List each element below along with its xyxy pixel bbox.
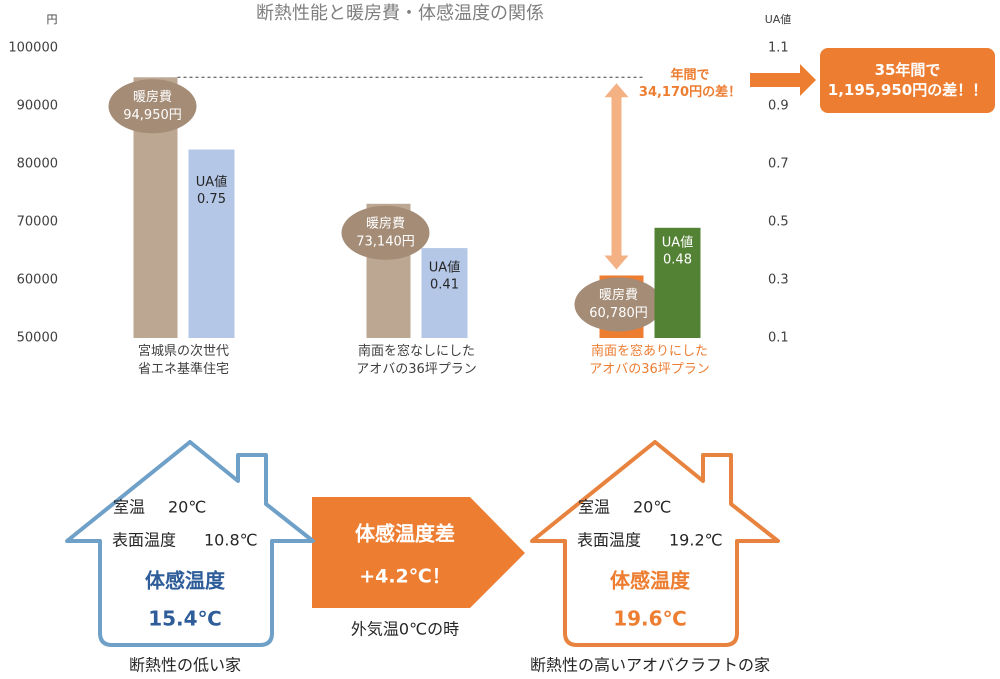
series-name: UA値 bbox=[429, 260, 460, 276]
callout-box bbox=[820, 48, 995, 113]
room-label: 室温 bbox=[113, 498, 145, 517]
value-label: 0.41 bbox=[430, 278, 459, 293]
y-tick-label: 70000 bbox=[17, 215, 58, 230]
surface-temp: 10.8℃ bbox=[204, 531, 258, 550]
series-name: 暖房費 bbox=[133, 89, 172, 105]
arrow-title: 体感温度差 bbox=[355, 522, 455, 546]
y2-tick-label: 1.1 bbox=[768, 41, 789, 56]
surface-temp: 19.2℃ bbox=[669, 531, 723, 550]
series-name: 暖房費 bbox=[366, 215, 405, 231]
y-axis-label: 円 bbox=[47, 13, 58, 26]
bar bbox=[654, 227, 701, 338]
house-caption: 断熱性の低い家 bbox=[129, 656, 241, 675]
x-tick-label: 南面を窓ありにした アオバの36坪プラン bbox=[589, 344, 710, 377]
bar bbox=[188, 149, 235, 338]
surface-label: 表面温度 bbox=[577, 531, 641, 550]
annotation: 35年間で 1,195,950円の差！！ bbox=[827, 61, 988, 99]
arrow bbox=[750, 64, 816, 96]
y2-tick-label: 0.7 bbox=[768, 157, 789, 172]
difference-arrow bbox=[604, 83, 629, 270]
arrow-value: +4.2℃！ bbox=[359, 566, 451, 588]
y2-tick-label: 0.9 bbox=[768, 99, 789, 114]
series-name: UA値 bbox=[662, 234, 693, 250]
y2-tick-label: 0.5 bbox=[768, 215, 789, 230]
arrow-note: 外気温0℃の時 bbox=[351, 620, 459, 639]
y-tick-label: 50000 bbox=[17, 331, 58, 346]
y2-tick-label: 0.3 bbox=[768, 273, 789, 288]
y-tick-label: 90000 bbox=[17, 99, 58, 114]
chart-title: 断熱性能と暖房費・体感温度の関係 bbox=[256, 3, 544, 24]
value-label: 0.75 bbox=[197, 192, 226, 207]
value-bubble bbox=[341, 205, 430, 260]
house-outline bbox=[530, 440, 780, 647]
series-name: UA値 bbox=[196, 174, 227, 190]
value-bubble bbox=[574, 277, 663, 332]
y-tick-label: 60000 bbox=[17, 273, 58, 288]
x-tick-label: 宮城県の次世代 省エネ基準住宅 bbox=[137, 344, 229, 377]
value-bubble bbox=[108, 79, 197, 134]
x-tick-label: 南面を窓なしにした アオバの36坪プラン bbox=[356, 344, 477, 377]
surface-label: 表面温度 bbox=[112, 531, 176, 550]
y2-tick-label: 0.1 bbox=[768, 331, 789, 346]
room-temp: 20℃ bbox=[168, 498, 206, 517]
room-label: 室温 bbox=[578, 498, 610, 517]
house-caption: 断熱性の高いアオバクラフトの家 bbox=[530, 656, 770, 675]
y-tick-label: 80000 bbox=[17, 157, 58, 172]
series-name: 暖房費 bbox=[599, 287, 638, 303]
felt-label: 体感温度 bbox=[145, 569, 226, 593]
value-label: 60,780円 bbox=[589, 306, 648, 321]
y-tick-label: 100000 bbox=[8, 41, 58, 56]
felt-temp: 19.6℃ bbox=[613, 607, 687, 631]
value-label: 73,140円 bbox=[356, 234, 415, 249]
value-label: 94,950円 bbox=[123, 108, 182, 123]
annotation: 年間で 34,170円の差！ bbox=[638, 68, 742, 100]
value-label: 0.48 bbox=[663, 252, 692, 267]
house-outline bbox=[65, 440, 315, 647]
bar bbox=[421, 248, 468, 338]
felt-label: 体感温度 bbox=[610, 569, 691, 593]
felt-temp: 15.4℃ bbox=[148, 607, 222, 631]
room-temp: 20℃ bbox=[633, 498, 671, 517]
y2-axis-label: UA値 bbox=[765, 13, 792, 26]
arrow-banner bbox=[312, 497, 525, 608]
